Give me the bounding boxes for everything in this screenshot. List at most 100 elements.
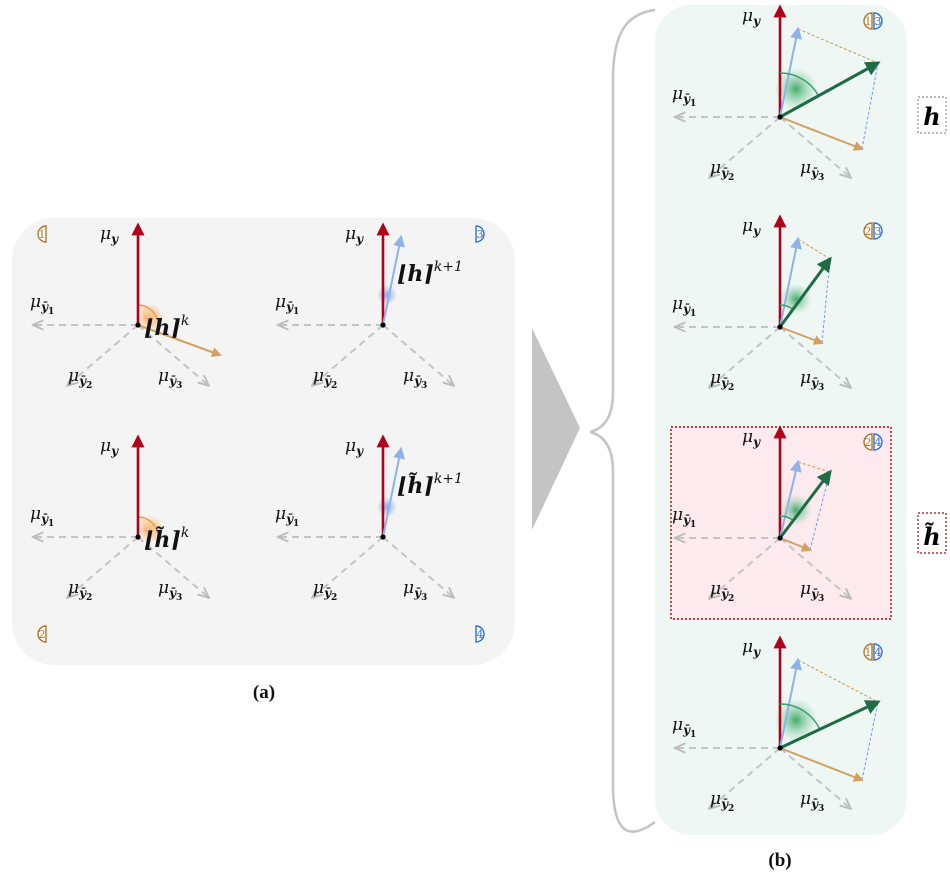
label-mu-y1: μȳ1	[672, 84, 696, 109]
label-mu-y: μy	[742, 216, 761, 238]
axis-y2	[313, 324, 384, 385]
label-mu-y1: μȳ1	[672, 715, 696, 740]
badge-4: 4	[873, 643, 883, 661]
label-mu-y2: μȳ2	[313, 578, 337, 603]
dashed-edge-top	[797, 238, 831, 260]
label-mu-y3: μȳ3	[800, 579, 824, 604]
vector-orange	[137, 324, 222, 357]
badge-3-number: 3	[875, 225, 882, 238]
label-mu-y: μy	[100, 224, 119, 246]
badge-3: 3	[873, 222, 883, 240]
vector-orange	[779, 747, 864, 782]
label-mu-y3: μȳ3	[158, 578, 182, 603]
axis-y2	[710, 537, 781, 598]
vector-blue	[779, 459, 802, 539]
dashed-edge-right	[861, 701, 879, 781]
axis-y2	[68, 324, 139, 385]
label-mu-y3: μȳ3	[800, 789, 824, 814]
origin-dot	[777, 114, 783, 120]
angle-glow	[774, 698, 818, 742]
badge-1: 1	[863, 12, 873, 30]
label-mu-y: μy	[345, 224, 364, 246]
label-mu-y: μy	[742, 637, 761, 659]
badge-4-shape	[873, 643, 883, 661]
h-label: ⌊h⌉k	[144, 313, 189, 341]
badge-2: 2	[863, 222, 873, 240]
arrow-triangle	[532, 328, 580, 530]
vector-green	[778, 256, 832, 328]
caption-b: (b)	[768, 850, 791, 871]
axis-y3	[779, 116, 850, 177]
axis-y2	[710, 116, 781, 177]
origin-dot	[777, 745, 783, 751]
axis-y2	[68, 536, 139, 597]
badge-3-number: 3	[477, 228, 484, 241]
panel-a-cell-2: μy μȳ1 μȳ2 μȳ3 ⌊h⌉k+1 3	[275, 222, 485, 391]
angle-arc	[779, 703, 821, 730]
caption-a: (a)	[253, 682, 275, 703]
panel-b-row-3: μy μȳ1 μȳ2 μȳ3 2 4	[672, 425, 883, 604]
vector-green	[779, 61, 881, 119]
label-mu-y3: μȳ3	[403, 366, 427, 391]
label-mu-y1: μȳ1	[275, 504, 299, 529]
side-label-h: h	[923, 102, 940, 131]
axis-y2	[710, 326, 781, 387]
label-mu-y: μy	[742, 6, 761, 28]
label-mu-y3: μȳ3	[800, 158, 824, 183]
label-mu-y1: μȳ1	[275, 292, 299, 317]
badge-1-number: 1	[865, 15, 872, 28]
label-mu-y1: μȳ1	[30, 292, 54, 317]
origin-dot	[135, 534, 141, 540]
label-mu-y1: μȳ1	[672, 294, 696, 319]
label-mu-y2: μȳ2	[68, 578, 92, 603]
vector-orange	[779, 537, 812, 552]
label-mu-y2: μȳ2	[710, 789, 734, 814]
badge-3-number: 3	[875, 15, 882, 28]
badge-2-shape	[863, 222, 873, 240]
badge-3: 3	[475, 225, 485, 243]
badge-1-number: 1	[865, 646, 872, 659]
label-mu-y: μy	[100, 436, 119, 458]
label-mu-y2: μȳ2	[710, 158, 734, 183]
badge-1: 1	[863, 643, 873, 661]
label-mu-y2: μȳ2	[710, 579, 734, 604]
badge-4-shape	[873, 433, 883, 451]
side-label-h-box	[917, 96, 947, 134]
label-mu-y2: μȳ2	[710, 368, 734, 393]
label-mu-y2: μȳ2	[68, 366, 92, 391]
vector-green	[778, 469, 832, 539]
panel-b-row-4: μy μȳ1 μȳ2 μȳ3 1 4	[672, 635, 883, 814]
side-label-h-tilde: h̃	[923, 522, 940, 551]
axis-y3	[779, 537, 850, 598]
vector-green	[779, 700, 881, 750]
axis-y3	[137, 324, 208, 385]
badge-3-shape	[475, 225, 485, 243]
vector-blue	[382, 234, 405, 326]
panel-b-row-2: μy μȳ1 μȳ2 μȳ3 2 3	[672, 214, 883, 393]
label-mu-y1: μȳ1	[672, 505, 696, 530]
dashed-edge-top	[797, 659, 879, 703]
axis-y3	[382, 324, 453, 385]
origin-dot	[135, 322, 141, 328]
axis-y2	[710, 747, 781, 808]
vector-orange	[779, 116, 864, 151]
badge-3: 3	[873, 12, 883, 30]
badge-2-shape	[863, 433, 873, 451]
badge-2-number: 2	[865, 225, 872, 238]
h-label: ⌊h̃⌉k	[144, 525, 189, 553]
label-mu-y1: μȳ1	[30, 504, 54, 529]
angle-arc	[779, 72, 820, 97]
angle-arc	[137, 516, 159, 544]
vector-blue	[779, 236, 802, 328]
panel-b-background	[655, 5, 907, 835]
vector-blue	[779, 26, 802, 118]
badge-4: 4	[873, 433, 883, 451]
badge-2-shape	[37, 625, 47, 643]
badge-1-shape	[863, 12, 873, 30]
curly-brace	[589, 8, 656, 833]
axis-y3	[382, 536, 453, 597]
side-label-h-tilde-box	[917, 512, 947, 554]
badge-4-number: 4	[875, 646, 882, 659]
badge-1-shape	[37, 225, 47, 243]
badge-2-number: 2	[39, 628, 46, 641]
